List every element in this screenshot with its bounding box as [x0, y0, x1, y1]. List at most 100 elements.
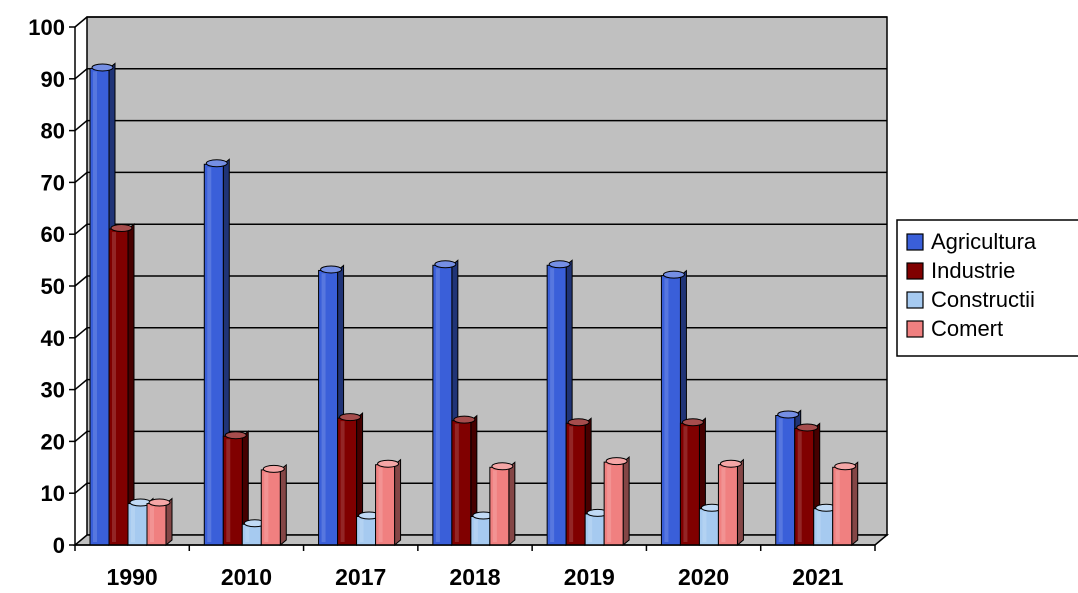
bar-highlight — [550, 268, 555, 542]
gridline-side — [74, 482, 88, 494]
bar-highlight — [702, 511, 707, 542]
bar-industrie-2010 — [222, 430, 249, 547]
bar-top — [320, 265, 343, 274]
y-tick-label: 90 — [41, 67, 65, 92]
bar-front — [565, 422, 586, 546]
bars — [89, 62, 859, 547]
bar-highlight — [435, 268, 440, 542]
bar-highlight — [359, 519, 364, 542]
bar-side — [508, 461, 516, 547]
bar-top — [681, 418, 704, 427]
bar-top — [434, 260, 457, 269]
plot-background — [72, 16, 890, 546]
bar-highlight — [835, 470, 840, 542]
bar-highlight — [569, 426, 574, 542]
bar-highlight — [245, 527, 250, 542]
bar-top — [205, 159, 228, 168]
y-tick-label: 50 — [41, 274, 65, 299]
bar-top — [567, 418, 590, 427]
bar-top — [262, 464, 285, 473]
bar-front — [775, 415, 796, 546]
bar-top — [148, 498, 171, 507]
y-tick-label: 60 — [41, 222, 65, 247]
x-tick-label: 2010 — [221, 564, 272, 590]
x-tick-label: 2019 — [564, 564, 615, 590]
bar-front — [356, 516, 377, 546]
bar-front — [203, 163, 224, 546]
gridline-side — [74, 223, 88, 235]
bar-front — [127, 503, 148, 546]
bar-top — [719, 459, 742, 468]
legend: Agricultura Industrie Constructii Comert — [896, 219, 1078, 357]
bar-front — [717, 464, 738, 546]
bar-highlight — [207, 167, 212, 542]
bar-highlight — [816, 511, 821, 542]
bar-side — [127, 222, 135, 547]
bar-top — [796, 423, 819, 432]
bar-highlight — [492, 470, 497, 542]
bar-front — [660, 275, 681, 546]
bar-highlight — [778, 418, 783, 542]
bar-industrie-2017 — [337, 412, 364, 547]
gridline-side — [74, 68, 88, 80]
bar-top — [834, 462, 857, 471]
bar-side — [279, 463, 287, 547]
bar-front — [241, 523, 262, 546]
gridline-side — [74, 379, 88, 391]
bar-highlight — [454, 423, 459, 542]
x-tick-label: 2020 — [678, 564, 729, 590]
y-tick-label: 30 — [41, 378, 65, 403]
bar-front — [489, 466, 510, 546]
bar-top — [377, 459, 400, 468]
gridline-side — [74, 171, 88, 183]
x-tick-label: 2021 — [792, 564, 843, 590]
bar-comert-2019 — [603, 456, 630, 547]
bar-top — [110, 224, 133, 233]
bar-comert-2018 — [489, 461, 516, 547]
bar-front — [584, 513, 605, 546]
bar-front — [698, 508, 719, 546]
bar-top — [339, 413, 362, 422]
legend-label: Agricultura — [931, 229, 1037, 254]
bar-highlight — [607, 465, 612, 542]
bar-comert-2017 — [375, 458, 402, 547]
axes: 0 10 20 30 40 50 60 70 80 90 100 1990 2010 2017 2018 20… — [28, 15, 876, 590]
bar-industrie-1990 — [108, 222, 135, 547]
bar-front — [146, 503, 167, 546]
bar-top — [491, 462, 514, 471]
bar-highlight — [321, 273, 326, 542]
bar-highlight — [93, 71, 97, 542]
legend-swatch — [906, 262, 924, 280]
y-tick-label: 100 — [28, 15, 65, 40]
bar-top — [777, 410, 800, 419]
bar-comert-2020 — [717, 458, 744, 547]
bar-front — [451, 420, 472, 546]
x-tick-label: 2018 — [449, 564, 500, 590]
bar-highlight — [112, 232, 116, 542]
y-tick-label: 80 — [41, 119, 65, 144]
bar-front — [832, 466, 853, 546]
bar-front — [679, 422, 700, 546]
bar-front — [222, 435, 243, 546]
y-tick-label: 10 — [41, 481, 65, 506]
bar-front — [318, 269, 339, 546]
bar-highlight — [797, 431, 802, 542]
y-tick-label: 20 — [41, 429, 65, 454]
gridline-side — [74, 430, 88, 442]
gridline-side — [74, 275, 88, 287]
bar-front — [470, 516, 491, 546]
bar-highlight — [588, 516, 593, 542]
bar-top — [91, 63, 114, 72]
bar-highlight — [664, 278, 669, 542]
bar-comert-1990 — [146, 497, 173, 547]
bar-side — [394, 458, 402, 547]
bar-top — [662, 270, 685, 279]
bar-front — [432, 264, 453, 546]
legend-box — [896, 219, 1078, 357]
bar-front — [603, 461, 624, 546]
bar-top — [453, 415, 476, 424]
bar-top — [548, 260, 571, 269]
bar-highlight — [721, 467, 726, 542]
bar-highlight — [340, 421, 345, 542]
